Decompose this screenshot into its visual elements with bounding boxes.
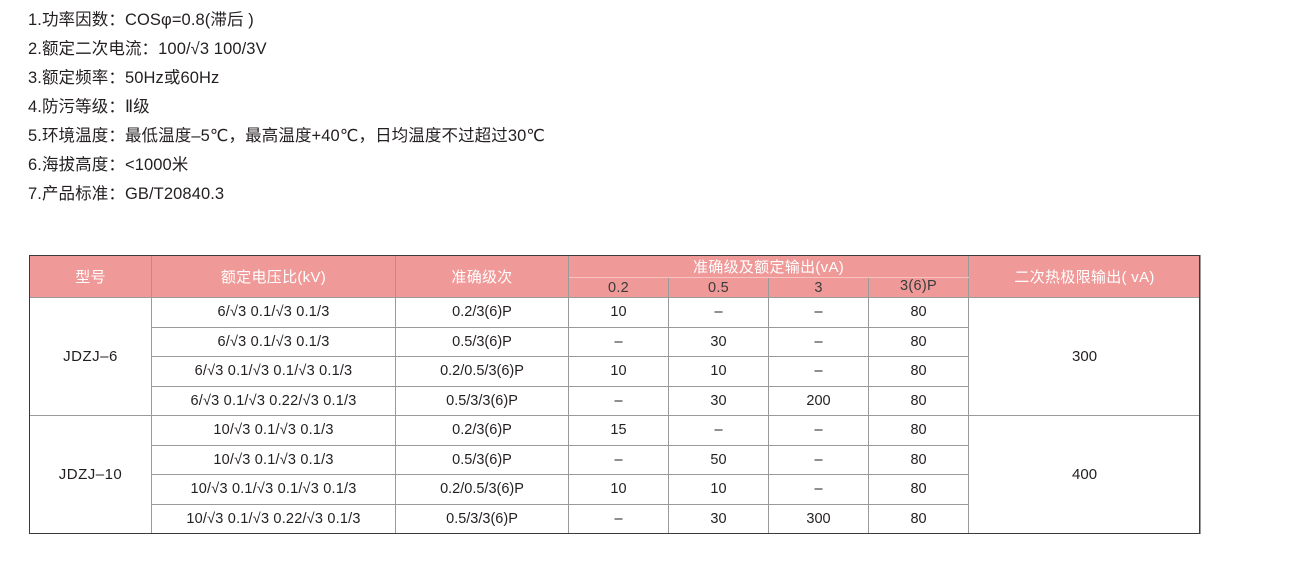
cell-out-3-6p: 80 xyxy=(867,415,970,446)
table-row: 10/√3 0.1/√3 0.1/√3 0.1/3 0.2/0.5/3(6)P … xyxy=(30,474,1201,505)
header-accuracy-and-output: 准确级及额定输出(vA) xyxy=(567,255,970,278)
cell-model: JDZJ–6 xyxy=(29,297,152,416)
cell-out-0-2: – xyxy=(568,385,669,416)
cell-ratio: 10/√3 0.1/√3 0.1/3 xyxy=(151,415,396,446)
spec-item-power-factor: 1.功率因数：COSφ=0.8(滞后 ) xyxy=(28,11,254,29)
cell-out-3: – xyxy=(768,444,869,475)
cell-class: 0.5/3/3(6)P xyxy=(395,503,569,534)
header-output-0-2: 0.2 xyxy=(568,277,669,298)
cell-out-0-5: – xyxy=(668,415,769,446)
table-row: JDZJ–10 10/√3 0.1/√3 0.1/3 0.2/3(6)P 15 … xyxy=(29,415,1202,534)
spec-item-ambient-temp: 5.环境温度：最低温度–5℃，最高温度+40℃，日均温度不过超过30℃ xyxy=(28,127,546,145)
cell-out-3-6p: 80 xyxy=(867,444,970,475)
cell-out-3-6p: 80 xyxy=(867,385,970,416)
cell-out-0-5: 30 xyxy=(668,503,769,534)
spec-item-altitude: 6.海拔高度：<1000米 xyxy=(28,156,189,174)
cell-class: 0.2/0.5/3(6)P xyxy=(395,356,569,387)
cell-class: 0.2/3(6)P xyxy=(395,297,569,328)
cell-out-0-5: 30 xyxy=(668,385,769,416)
specification-table-wrapper: 型号 额定电压比(kV) 准确级次 准确级及额定输出(vA) 二次热极限输出( … xyxy=(29,255,1202,534)
cell-class: 0.2/3(6)P xyxy=(395,415,569,446)
header-output-3-6-p: 3(6)P xyxy=(867,277,970,298)
cell-out-0-5: 10 xyxy=(668,356,769,387)
cell-out-3-6p: 80 xyxy=(867,474,970,505)
cell-out-0-2: 10 xyxy=(568,474,669,505)
cell-ratio: 10/√3 0.1/√3 0.22/√3 0.1/3 xyxy=(151,503,396,534)
cell-out-3: – xyxy=(768,474,869,505)
table-row: 6/√3 0.1/√3 0.1/√3 0.1/3 0.2/0.5/3(6)P 1… xyxy=(30,356,1201,387)
header-voltage-ratio: 额定电压比(kV) xyxy=(151,255,396,298)
header-thermal-limit: 二次热极限输出( vA) xyxy=(968,255,1202,298)
cell-ratio: 10/√3 0.1/√3 0.1/3 xyxy=(151,444,396,475)
table-row: JDZJ–6 6/√3 0.1/√3 0.1/3 0.2/3(6)P 10 – … xyxy=(29,297,1202,416)
cell-ratio: 10/√3 0.1/√3 0.1/√3 0.1/3 xyxy=(151,474,396,505)
cell-out-3-6p: 80 xyxy=(867,356,970,387)
specification-list: 1.功率因数：COSφ=0.8(滞后 ) 2.额定二次电流：100/√3 100… xyxy=(28,6,1228,209)
cell-out-0-5: 50 xyxy=(668,444,769,475)
header-model: 型号 xyxy=(29,255,152,298)
cell-out-0-2: – xyxy=(568,326,669,357)
cell-out-0-2: 10 xyxy=(568,356,669,387)
cell-class: 0.2/0.5/3(6)P xyxy=(395,474,569,505)
cell-out-3: – xyxy=(768,356,869,387)
spec-item-rated-frequency: 3.额定频率：50Hz或60Hz xyxy=(28,69,220,87)
cell-ratio: 6/√3 0.1/√3 0.1/3 xyxy=(151,326,396,357)
cell-ratio: 6/√3 0.1/√3 0.22/√3 0.1/3 xyxy=(151,385,396,416)
cell-out-0-5: – xyxy=(668,297,769,328)
table-header-row-2: 0.2 0.5 3 3(6)P xyxy=(30,277,1201,298)
spec-item-secondary-current: 2.额定二次电流：100/√3 100/3V xyxy=(28,40,267,58)
cell-out-3: – xyxy=(768,415,869,446)
cell-class: 0.5/3(6)P xyxy=(395,444,569,475)
header-accuracy-class: 准确级次 xyxy=(395,255,569,298)
cell-class: 0.5/3(6)P xyxy=(395,326,569,357)
cell-thermal: 300 xyxy=(968,297,1202,416)
cell-out-0-2: 10 xyxy=(568,297,669,328)
cell-out-0-2: – xyxy=(568,444,669,475)
header-output-3: 3 xyxy=(768,277,869,298)
table-header-row-1: 型号 额定电压比(kV) 准确级次 准确级及额定输出(vA) 二次热极限输出( … xyxy=(29,255,1202,298)
header-output-0-5: 0.5 xyxy=(668,277,769,298)
table-row: 10/√3 0.1/√3 0.22/√3 0.1/3 0.5/3/3(6)P –… xyxy=(30,503,1201,534)
cell-out-3: 300 xyxy=(768,503,869,534)
cell-class: 0.5/3/3(6)P xyxy=(395,385,569,416)
cell-model: JDZJ–10 xyxy=(29,415,152,534)
specification-table: 型号 额定电压比(kV) 准确级次 准确级及额定输出(vA) 二次热极限输出( … xyxy=(29,255,1202,534)
spec-item-pollution-level: 4.防污等级：Ⅱ级 xyxy=(28,98,150,116)
cell-out-0-2: – xyxy=(568,503,669,534)
cell-out-3: – xyxy=(768,297,869,328)
table-header: 型号 额定电压比(kV) 准确级次 准确级及额定输出(vA) 二次热极限输出( … xyxy=(29,255,1202,298)
cell-out-0-5: 30 xyxy=(668,326,769,357)
cell-out-0-5: 10 xyxy=(668,474,769,505)
table-body: JDZJ–6 6/√3 0.1/√3 0.1/3 0.2/3(6)P 10 – … xyxy=(29,297,1202,534)
cell-thermal: 400 xyxy=(968,415,1202,534)
cell-out-3: – xyxy=(768,326,869,357)
cell-out-3-6p: 80 xyxy=(867,297,970,328)
cell-out-3-6p: 80 xyxy=(867,503,970,534)
cell-out-3: 200 xyxy=(768,385,869,416)
table-row: 6/√3 0.1/√3 0.1/3 0.5/3(6)P – 30 – 80 xyxy=(30,326,1201,357)
cell-ratio: 6/√3 0.1/√3 0.1/√3 0.1/3 xyxy=(151,356,396,387)
cell-ratio: 6/√3 0.1/√3 0.1/3 xyxy=(151,297,396,328)
spec-item-product-standard: 7.产品标准：GB/T20840.3 xyxy=(28,185,225,203)
cell-out-3-6p: 80 xyxy=(867,326,970,357)
table-row: 10/√3 0.1/√3 0.1/3 0.5/3(6)P – 50 – 80 xyxy=(30,444,1201,475)
cell-out-0-2: 15 xyxy=(568,415,669,446)
